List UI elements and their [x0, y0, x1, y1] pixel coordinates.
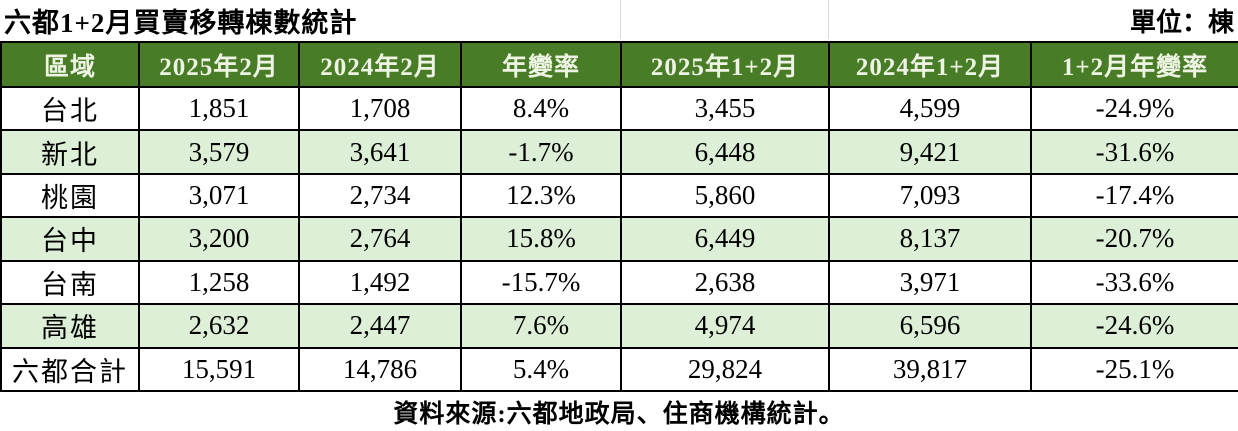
page-title: 六都1+2月買賣移轉棟數統計 — [4, 8, 358, 38]
value-cell: 2,447 — [298, 303, 462, 349]
value-cell: 2,632 — [138, 303, 300, 349]
table-row-taichung: 台中 3,200 2,764 15.8% 6,449 8,137 -20.7% — [0, 216, 1238, 262]
footer-strip: 資料來源:六都地政局、住商機構統計。 — [0, 392, 1238, 431]
col-header-2024-feb: 2024年2月 — [298, 41, 462, 88]
table-row-total: 六都合計 15,591 14,786 5.4% 29,824 39,817 -2… — [0, 346, 1238, 393]
region-cell: 台中 — [0, 216, 140, 262]
value-cell: -31.6% — [1030, 129, 1238, 175]
title-row-gridline — [620, 0, 621, 39]
value-cell: 15,591 — [138, 346, 300, 393]
value-cell: 4,599 — [828, 85, 1032, 132]
region-cell: 六都合計 — [0, 346, 140, 393]
table-row-newtaipei: 新北 3,579 3,641 -1.7% 6,448 9,421 -31.6% — [0, 129, 1238, 175]
stats-table: 區域 2025年2月 2024年2月 年變率 2025年1+2月 2024年1+… — [0, 41, 1238, 393]
stats-table-wrap: 區域 2025年2月 2024年2月 年變率 2025年1+2月 2024年1+… — [0, 41, 1238, 393]
value-cell: 3,579 — [138, 129, 300, 175]
value-cell: 8.4% — [460, 85, 622, 132]
value-cell: 5.4% — [460, 346, 622, 393]
value-cell: 12.3% — [460, 172, 622, 219]
region-cell: 台南 — [0, 259, 140, 306]
header-row: 區域 2025年2月 2024年2月 年變率 2025年1+2月 2024年1+… — [0, 41, 1238, 88]
value-cell: -24.9% — [1030, 85, 1238, 132]
title-row-gridline — [828, 0, 829, 39]
value-cell: -20.7% — [1030, 216, 1238, 262]
region-cell: 桃園 — [0, 172, 140, 219]
col-header-2025-janfeb: 2025年1+2月 — [620, 41, 830, 88]
value-cell: -17.4% — [1030, 172, 1238, 219]
value-cell: 15.8% — [460, 216, 622, 262]
value-cell: 7.6% — [460, 303, 622, 349]
value-cell: 6,448 — [620, 129, 830, 175]
value-cell: 1,492 — [298, 259, 462, 306]
table-row-taoyuan: 桃園 3,071 2,734 12.3% 5,860 7,093 -17.4% — [0, 172, 1238, 219]
value-cell: 9,421 — [828, 129, 1032, 175]
region-cell: 高雄 — [0, 303, 140, 349]
value-cell: -25.1% — [1030, 346, 1238, 393]
col-header-2025-feb: 2025年2月 — [138, 41, 300, 88]
value-cell: 1,708 — [298, 85, 462, 132]
region-cell: 台北 — [0, 85, 140, 132]
value-cell: 3,071 — [138, 172, 300, 219]
col-header-janfeb-yoy: 1+2月年變率 — [1030, 41, 1238, 88]
value-cell: -15.7% — [460, 259, 622, 306]
value-cell: 4,974 — [620, 303, 830, 349]
value-cell: 3,641 — [298, 129, 462, 175]
value-cell: 1,851 — [138, 85, 300, 132]
col-header-yoy: 年變率 — [460, 41, 622, 88]
value-cell: 2,638 — [620, 259, 830, 306]
value-cell: 6,596 — [828, 303, 1032, 349]
value-cell: 7,093 — [828, 172, 1032, 219]
value-cell: 8,137 — [828, 216, 1032, 262]
table-row-taipei: 台北 1,851 1,708 8.4% 3,455 4,599 -24.9% — [0, 85, 1238, 132]
unit-label: 單位：棟 — [1129, 8, 1234, 37]
value-cell: -33.6% — [1030, 259, 1238, 306]
value-cell: -1.7% — [460, 129, 622, 175]
value-cell: 6,449 — [620, 216, 830, 262]
value-cell: 2,734 — [298, 172, 462, 219]
value-cell: 39,817 — [828, 346, 1032, 393]
value-cell: 3,971 — [828, 259, 1032, 306]
value-cell: -24.6% — [1030, 303, 1238, 349]
col-header-2024-janfeb: 2024年1+2月 — [828, 41, 1032, 88]
title-strip: 六都1+2月買賣移轉棟數統計 單位：棟 — [0, 0, 1238, 41]
value-cell: 5,860 — [620, 172, 830, 219]
value-cell: 3,200 — [138, 216, 300, 262]
source-note: 資料來源:六都地政局、住商機構統計。 — [393, 400, 845, 428]
region-cell: 新北 — [0, 129, 140, 175]
value-cell: 14,786 — [298, 346, 462, 393]
table-row-kaohsiung: 高雄 2,632 2,447 7.6% 4,974 6,596 -24.6% — [0, 303, 1238, 349]
value-cell: 3,455 — [620, 85, 830, 132]
value-cell: 29,824 — [620, 346, 830, 393]
table-row-tainan: 台南 1,258 1,492 -15.7% 2,638 3,971 -33.6% — [0, 259, 1238, 306]
value-cell: 2,764 — [298, 216, 462, 262]
value-cell: 1,258 — [138, 259, 300, 306]
col-header-region: 區域 — [0, 41, 140, 88]
